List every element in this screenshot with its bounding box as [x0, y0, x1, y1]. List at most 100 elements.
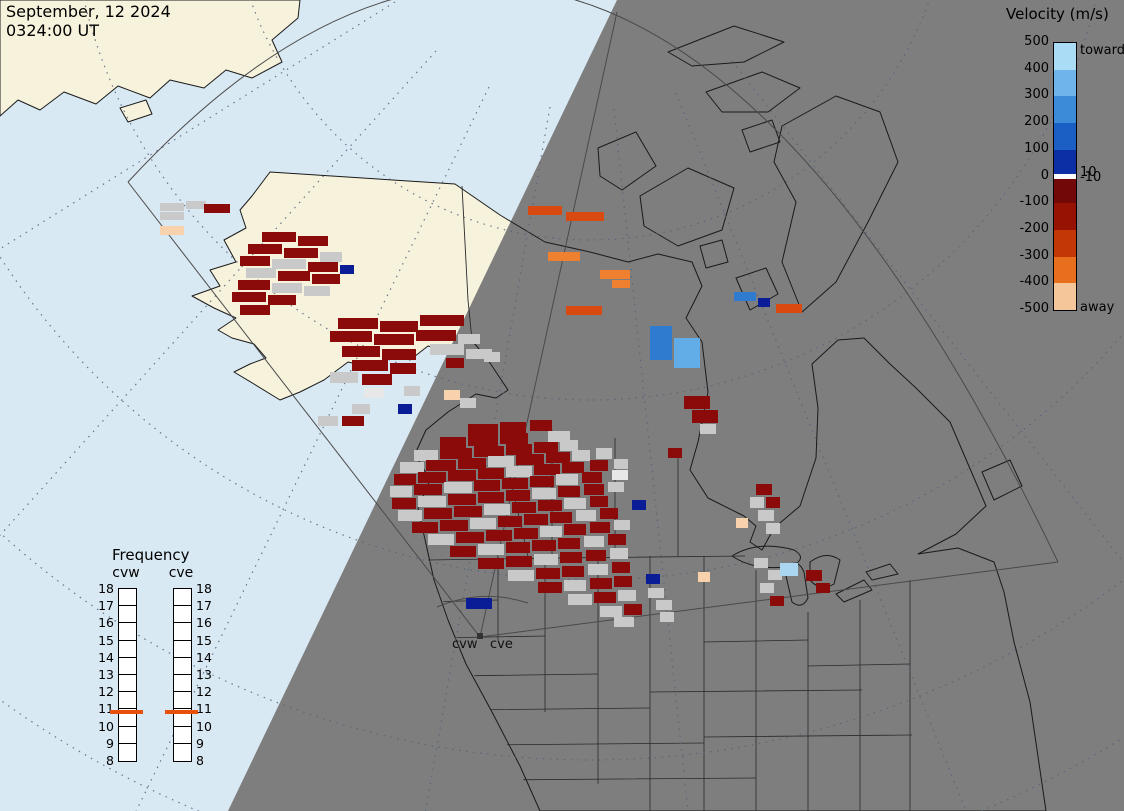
radar-site-label: cvw [452, 637, 478, 652]
frequency-tick: 9 [106, 735, 114, 751]
velocity-cell [776, 304, 802, 313]
colorbar-segment [1054, 173, 1076, 180]
velocity-cell [600, 606, 622, 617]
frequency-tick: 9 [196, 735, 204, 751]
frequency-tick: 13 [196, 667, 212, 682]
velocity-tick: -300 [1019, 247, 1049, 263]
colorbar-segment [1054, 179, 1076, 204]
velocity-cell [404, 386, 420, 396]
velocity-cell [446, 358, 464, 368]
frequency-tick: 14 [98, 649, 114, 665]
velocity-cell [614, 459, 628, 469]
frequency-bar-cell [119, 658, 136, 675]
velocity-mid-tick: 10 [1080, 164, 1097, 180]
frequency-tick: 8 [196, 753, 204, 768]
velocity-cell [534, 554, 558, 565]
velocity-cell [352, 404, 370, 414]
velocity-cell [412, 522, 438, 533]
velocity-cell [646, 574, 660, 584]
velocity-cell [560, 440, 578, 451]
velocity-cell [548, 252, 580, 261]
velocity-cell [506, 490, 530, 501]
night-region [228, 0, 1124, 811]
velocity-cell [572, 450, 590, 461]
velocity-cell [392, 498, 416, 509]
velocity-cell [736, 518, 748, 528]
velocity-tick: -400 [1019, 274, 1049, 290]
radar-site-label: cve [490, 637, 513, 652]
velocity-cell [362, 374, 392, 385]
velocity-tick: 300 [1024, 87, 1049, 103]
velocity-cell [478, 492, 504, 503]
velocity-cell [498, 516, 522, 527]
velocity-cell [428, 534, 454, 545]
velocity-cell [160, 212, 184, 220]
velocity-tick: -200 [1019, 220, 1049, 236]
velocity-cell [440, 520, 468, 531]
frequency-panel-title: Frequency [112, 546, 190, 564]
velocity-cell [460, 398, 476, 408]
velocity-cell [530, 476, 554, 487]
velocity-cell [484, 352, 500, 362]
velocity-cell [564, 580, 586, 591]
velocity-cell [444, 390, 460, 400]
frequency-tick: 16 [196, 615, 212, 631]
velocity-cell [566, 306, 602, 315]
velocity-cell [756, 484, 772, 495]
velocity-cell [612, 562, 630, 573]
velocity-colorbar [1053, 42, 1077, 311]
velocity-cell [614, 576, 632, 587]
velocity-cell [564, 498, 586, 509]
frequency-bar-cell [119, 675, 136, 693]
frequency-bar-cell [174, 727, 191, 744]
velocity-cell [440, 448, 472, 459]
frequency-tick: 17 [196, 598, 212, 614]
velocity-cell [420, 315, 464, 326]
velocity-cell [524, 514, 548, 525]
velocity-cell [506, 444, 532, 455]
velocity-cell [584, 484, 604, 495]
velocity-cell [590, 578, 612, 589]
velocity-cell [278, 271, 310, 281]
frequency-tick: 12 [196, 684, 212, 700]
frequency-bar [173, 588, 192, 762]
timestamp: September, 12 2024 0324:00 UT [6, 2, 171, 41]
velocity-cell [246, 268, 276, 278]
frequency-bar-cell [119, 744, 136, 761]
velocity-cell [240, 305, 270, 315]
velocity-cell [668, 448, 682, 458]
velocity-cell [536, 568, 560, 579]
colorbar-segment [1054, 203, 1076, 230]
velocity-cell [684, 396, 710, 409]
velocity-cell [466, 598, 492, 609]
colorbar-segment [1054, 69, 1076, 97]
velocity-tick: 200 [1024, 114, 1049, 130]
velocity-cell [770, 596, 784, 606]
velocity-cell [612, 280, 630, 288]
velocity-cell [632, 500, 646, 510]
velocity-cell [500, 422, 526, 433]
velocity-cell [506, 542, 530, 553]
velocity-cell [568, 594, 592, 605]
frequency-column-label: cve [168, 565, 194, 581]
velocity-tick: 500 [1024, 34, 1049, 49]
velocity-cell [760, 583, 774, 593]
velocity-cell [448, 494, 476, 505]
velocity-cell [650, 326, 672, 360]
velocity-cell [700, 424, 716, 434]
velocity-cell [758, 510, 774, 521]
velocity-cell [584, 536, 604, 547]
velocity-cell [534, 464, 560, 475]
velocity-cell [186, 201, 206, 209]
velocity-cell [458, 458, 486, 469]
velocity-cell [556, 474, 578, 485]
velocity-cell [502, 478, 528, 489]
velocity-tick: 400 [1024, 60, 1049, 76]
velocity-cell [160, 203, 184, 211]
frequency-tick: 13 [98, 667, 114, 682]
velocity-cell [474, 446, 504, 457]
frequency-bar-cell [174, 692, 191, 710]
velocity-cell [588, 564, 608, 575]
velocity-cell [610, 548, 628, 559]
